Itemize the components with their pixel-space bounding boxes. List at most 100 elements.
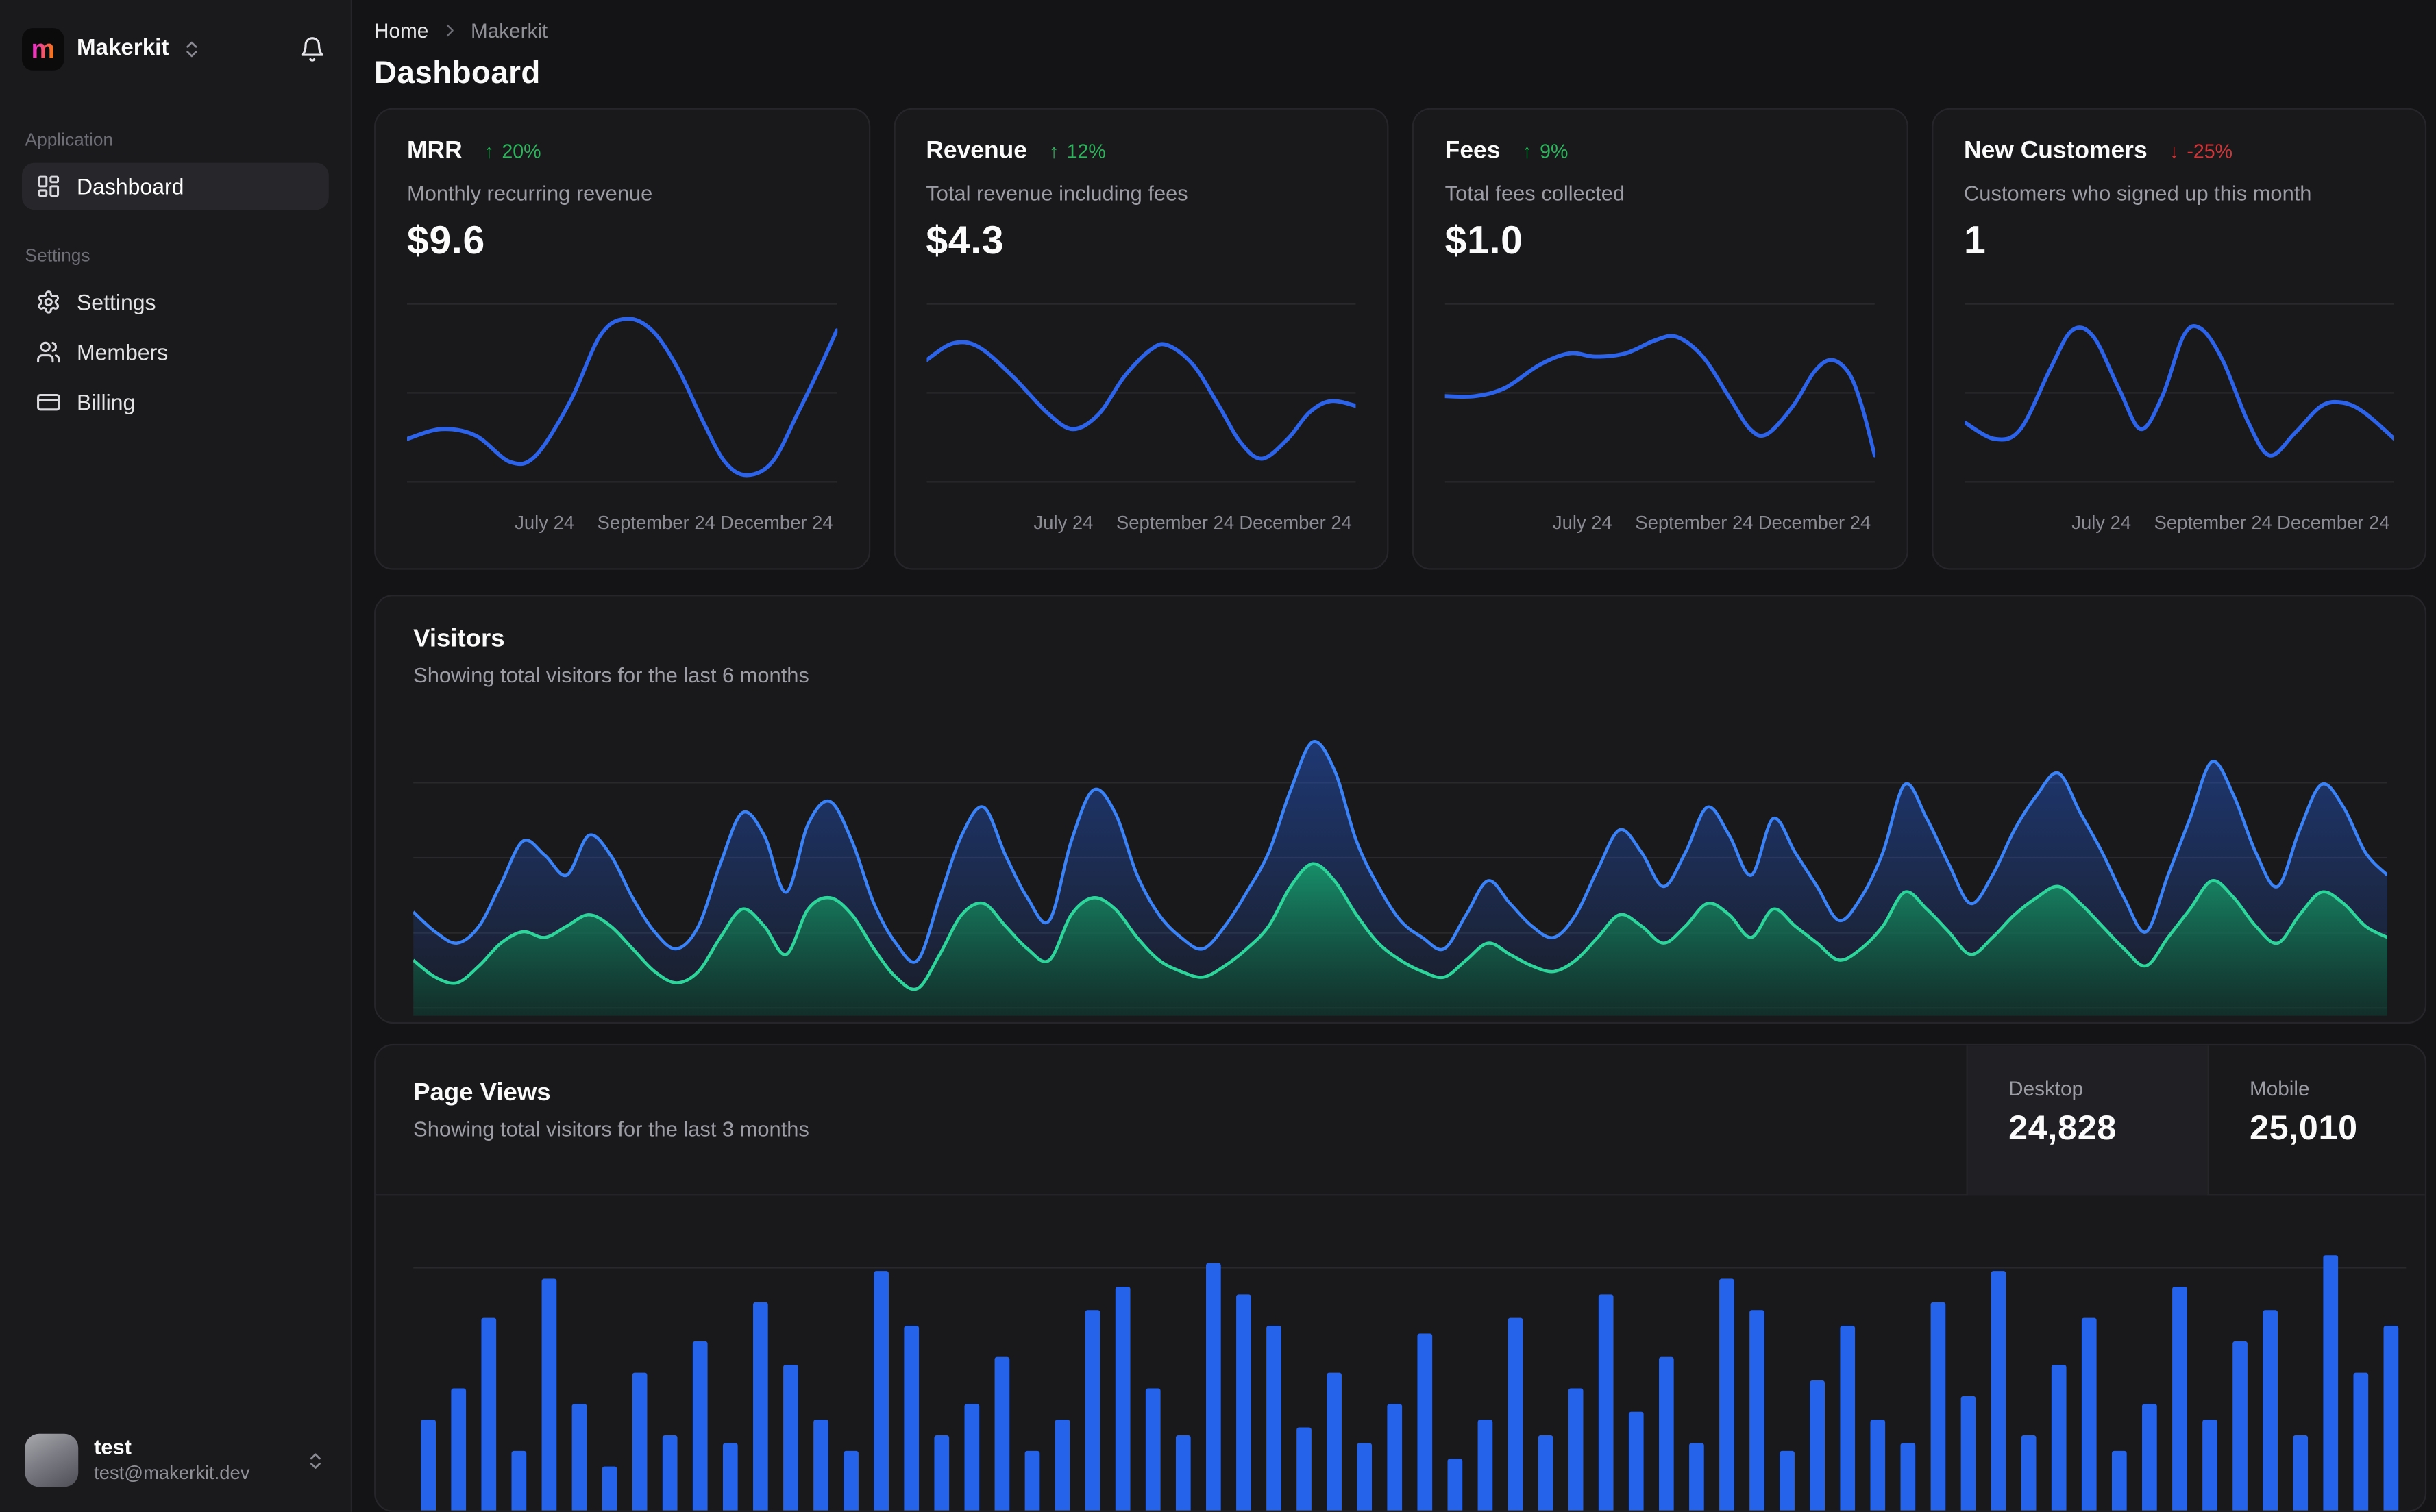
toggle-value: 25,010 <box>2249 1108 2358 1148</box>
brand-logo-icon: m <box>21 27 64 70</box>
stat-card-revenue: Revenue ↑ 12% Total revenue including fee… <box>893 108 1389 570</box>
sidebar-item-settings[interactable]: Settings <box>22 279 329 326</box>
main-content: Home Makerkit Dashboard MRR ↑ 20% Monthly… <box>352 0 2436 1512</box>
user-meta: test test@makerkit.dev <box>94 1435 250 1484</box>
toggle-value: 24,828 <box>2008 1108 2117 1148</box>
org-name: Makerkit <box>76 36 169 62</box>
sidebar-item-label: Settings <box>76 289 156 315</box>
page-title: Dashboard <box>374 56 541 91</box>
toggle-mobile[interactable]: Mobile 25,010 <box>2207 1045 2425 1196</box>
notifications-button[interactable] <box>296 32 329 65</box>
arrow-up-icon: ↑ <box>484 140 494 163</box>
visitors-card: Visitors Showing total visitors for the … <box>374 595 2427 1166</box>
sidebar-header: m Makerkit <box>21 22 329 75</box>
stat-card-fees: Fees ↑ 9% Total fees collected $1.0 July … <box>1412 108 1908 570</box>
trend-value: 9% <box>1540 140 1568 163</box>
stat-card-mrr: MRR ↑ 20% Monthly recurring revenue $9.6 … <box>374 108 870 570</box>
stat-sparkline-chart <box>406 301 837 486</box>
sidebar: m Makerkit Application Dashboard Setting… <box>0 0 353 1512</box>
x-tick: September 24 <box>1635 512 1754 534</box>
user-email: test@makerkit.dev <box>94 1461 250 1484</box>
sidebar-item-billing[interactable]: Billing <box>22 379 329 426</box>
bell-icon <box>299 35 325 62</box>
breadcrumb: Home Makerkit <box>374 18 2426 42</box>
user-menu[interactable]: test test@makerkit.dev <box>22 1428 329 1494</box>
users-icon <box>36 340 62 365</box>
org-selector[interactable]: m Makerkit <box>21 27 202 70</box>
x-tick: September 24 <box>2154 512 2272 534</box>
brand-logo-letter: m <box>31 34 56 64</box>
page-views-toggles: Desktop 24,828 Mobile 25,010 <box>1966 1045 2425 1196</box>
toggle-label: Mobile <box>2249 1076 2310 1101</box>
page-views-title: Page Views <box>413 1080 551 1107</box>
x-axis-labels: July 24 September 24 December 24 <box>926 512 1355 537</box>
stat-title: MRR <box>406 138 463 164</box>
x-axis-labels: July 24 September 24 December 24 <box>407 512 837 537</box>
sidebar-item-label: Billing <box>76 389 136 415</box>
x-axis-labels: July 24 September 24 December 24 <box>1445 512 1875 537</box>
sidebar-section-settings: Settings <box>25 247 90 267</box>
page-views-subtitle: Showing total visitors for the last 3 mo… <box>413 1117 809 1141</box>
stat-subtitle: Monthly recurring revenue <box>406 182 653 206</box>
stat-card-new-customers: New Customers ↓ -25% Customers who signed… <box>1931 108 2427 570</box>
visitors-subtitle: Showing total visitors for the last 6 mo… <box>413 663 809 687</box>
stat-sparkline-chart <box>926 301 1356 486</box>
visitors-title: Visitors <box>413 625 505 653</box>
stat-subtitle: Total revenue including fees <box>926 182 1188 206</box>
stat-subtitle: Customers who signed up this month <box>1964 182 2312 206</box>
chevrons-up-down-icon <box>182 38 202 59</box>
sidebar-section-application: Application <box>25 131 114 151</box>
trend-badge: ↑ 9% <box>1522 141 1568 163</box>
trend-badge: ↑ 12% <box>1049 141 1106 163</box>
arrow-up-icon: ↑ <box>1522 140 1532 163</box>
gear-icon <box>36 290 62 315</box>
stat-cards-row: MRR ↑ 20% Monthly recurring revenue $9.6 … <box>374 108 2427 570</box>
x-tick: July 24 <box>1033 512 1094 534</box>
x-tick: December 24 <box>1758 512 1871 534</box>
chevron-right-icon <box>439 21 460 41</box>
chevrons-up-down-icon <box>305 1450 325 1471</box>
sidebar-item-label: Dashboard <box>76 173 184 199</box>
visitors-area-chart <box>413 723 2388 1016</box>
x-tick: July 24 <box>515 512 575 534</box>
stat-sparkline-chart <box>1444 301 1875 486</box>
stat-title: Revenue <box>926 138 1027 164</box>
breadcrumb-current: Makerkit <box>470 18 548 42</box>
stat-title: Fees <box>1444 138 1501 164</box>
page-views-bar-chart <box>413 1224 2407 1511</box>
trend-badge: ↓ -25% <box>2169 141 2232 163</box>
toggle-desktop[interactable]: Desktop 24,828 <box>1966 1045 2208 1196</box>
credit-card-icon <box>36 390 62 415</box>
x-tick: December 24 <box>2277 512 2390 534</box>
stat-value: $9.6 <box>406 219 485 263</box>
user-avatar <box>25 1433 79 1487</box>
stat-title: New Customers <box>1964 138 2148 164</box>
page-views-card: Page Views Showing total visitors for th… <box>374 1043 2427 1512</box>
sidebar-item-label: Members <box>76 339 169 365</box>
arrow-up-icon: ↑ <box>1048 140 1059 163</box>
trend-badge: ↑ 20% <box>484 141 541 163</box>
sidebar-item-members[interactable]: Members <box>22 329 329 376</box>
stat-subtitle: Total fees collected <box>1444 182 1625 206</box>
x-tick: December 24 <box>1239 512 1352 534</box>
toggle-label: Desktop <box>2008 1076 2084 1101</box>
user-name: test <box>94 1435 132 1459</box>
trend-value: -25% <box>2187 140 2233 163</box>
sidebar-item-dashboard[interactable]: Dashboard <box>21 162 329 210</box>
stat-value: $1.0 <box>1444 219 1523 263</box>
arrow-down-icon: ↓ <box>2169 140 2179 163</box>
stat-sparkline-chart <box>1964 301 2394 486</box>
x-tick: July 24 <box>1552 512 1612 534</box>
breadcrumb-home-link[interactable]: Home <box>374 18 429 42</box>
x-tick: December 24 <box>720 512 833 534</box>
trend-value: 20% <box>502 140 541 163</box>
stat-value: 1 <box>1964 219 1986 263</box>
x-tick: July 24 <box>2071 512 2132 534</box>
page-views-header: Page Views Showing total visitors for th… <box>376 1045 2425 1196</box>
x-axis-labels: July 24 September 24 December 24 <box>1964 512 2394 537</box>
trend-value: 12% <box>1066 140 1106 163</box>
stat-value: $4.3 <box>926 219 1005 263</box>
dashboard-grid-icon <box>36 174 62 199</box>
x-tick: September 24 <box>597 512 715 534</box>
